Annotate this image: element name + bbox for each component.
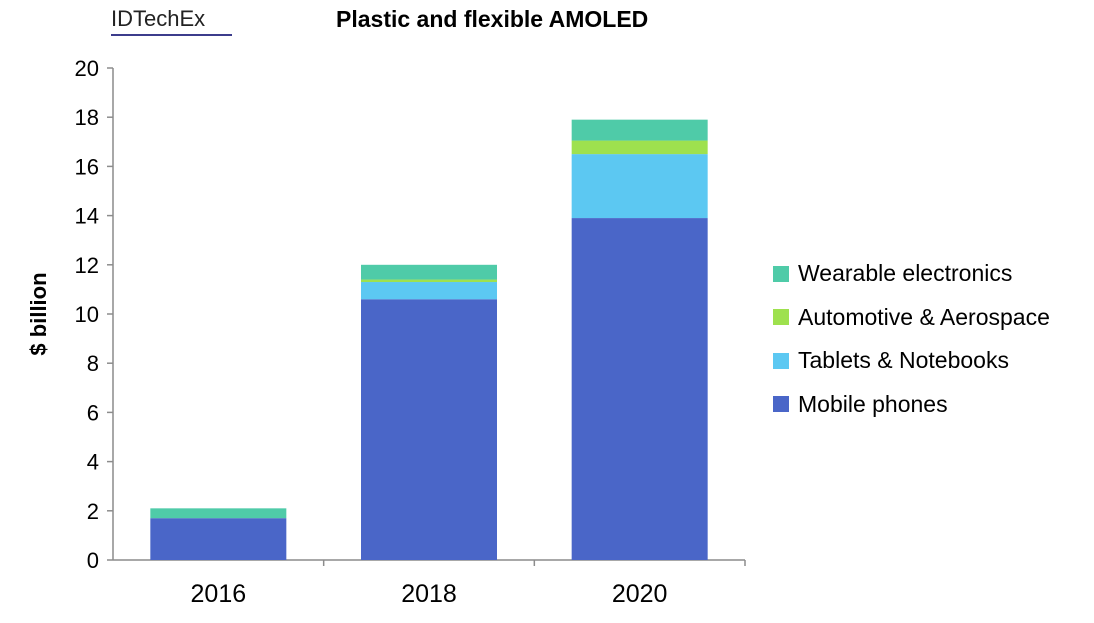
y-tick-label: 18	[75, 105, 99, 130]
y-tick-label: 4	[87, 450, 99, 475]
x-tick-label: 2018	[401, 580, 457, 608]
legend-item: Tablets & Notebooks	[773, 339, 1050, 383]
legend-label: Tablets & Notebooks	[798, 347, 1009, 374]
x-tick-label: 2020	[612, 580, 668, 608]
bar-wearable-electronics-2018	[361, 264, 497, 280]
brand-logo: IDTechEx	[111, 6, 206, 31]
legend-label: Mobile phones	[798, 390, 948, 417]
y-axis-label: $ billion	[26, 272, 51, 355]
legend-label: Automotive & Aerospace	[798, 303, 1050, 330]
y-tick-label: 14	[75, 204, 99, 229]
legend-item: Mobile phones	[773, 383, 1050, 427]
legend-swatch	[773, 352, 789, 369]
y-tick-label: 12	[75, 253, 99, 278]
bar-mobile-phones-2016	[150, 518, 287, 560]
legend-swatch	[773, 396, 789, 413]
legend-item: Wearable electronics	[773, 252, 1050, 296]
chart-title: Plastic and flexible AMOLED	[336, 6, 649, 32]
y-tick-label: 0	[87, 548, 99, 573]
bar-tablets-notebooks-2020	[571, 154, 708, 219]
legend-swatch	[773, 265, 789, 282]
bar-wearable-electronics-2016	[150, 508, 287, 519]
y-tick-label: 2	[87, 499, 99, 524]
legend-item: Automotive & Aerospace	[773, 296, 1050, 340]
legend-label: Wearable electronics	[798, 260, 1013, 287]
y-tick-label: 8	[87, 351, 99, 376]
y-tick-label: 6	[87, 400, 99, 425]
bar-wearable-electronics-2020	[571, 119, 708, 141]
y-tick-label: 10	[75, 302, 99, 327]
legend-swatch	[773, 309, 789, 326]
bar-automotive-aerospace-2020	[571, 140, 708, 155]
x-tick-label: 2016	[191, 580, 247, 608]
y-tick-label: 20	[75, 56, 99, 81]
y-tick-label: 16	[75, 154, 99, 179]
bar-tablets-notebooks-2018	[361, 282, 497, 300]
bar-mobile-phones-2020	[571, 218, 708, 560]
bar-automotive-aerospace-2018	[361, 279, 497, 283]
legend: Wearable electronics Automotive & Aerospa…	[773, 252, 1050, 426]
bar-mobile-phones-2018	[361, 299, 497, 560]
brand-underline	[111, 34, 232, 36]
